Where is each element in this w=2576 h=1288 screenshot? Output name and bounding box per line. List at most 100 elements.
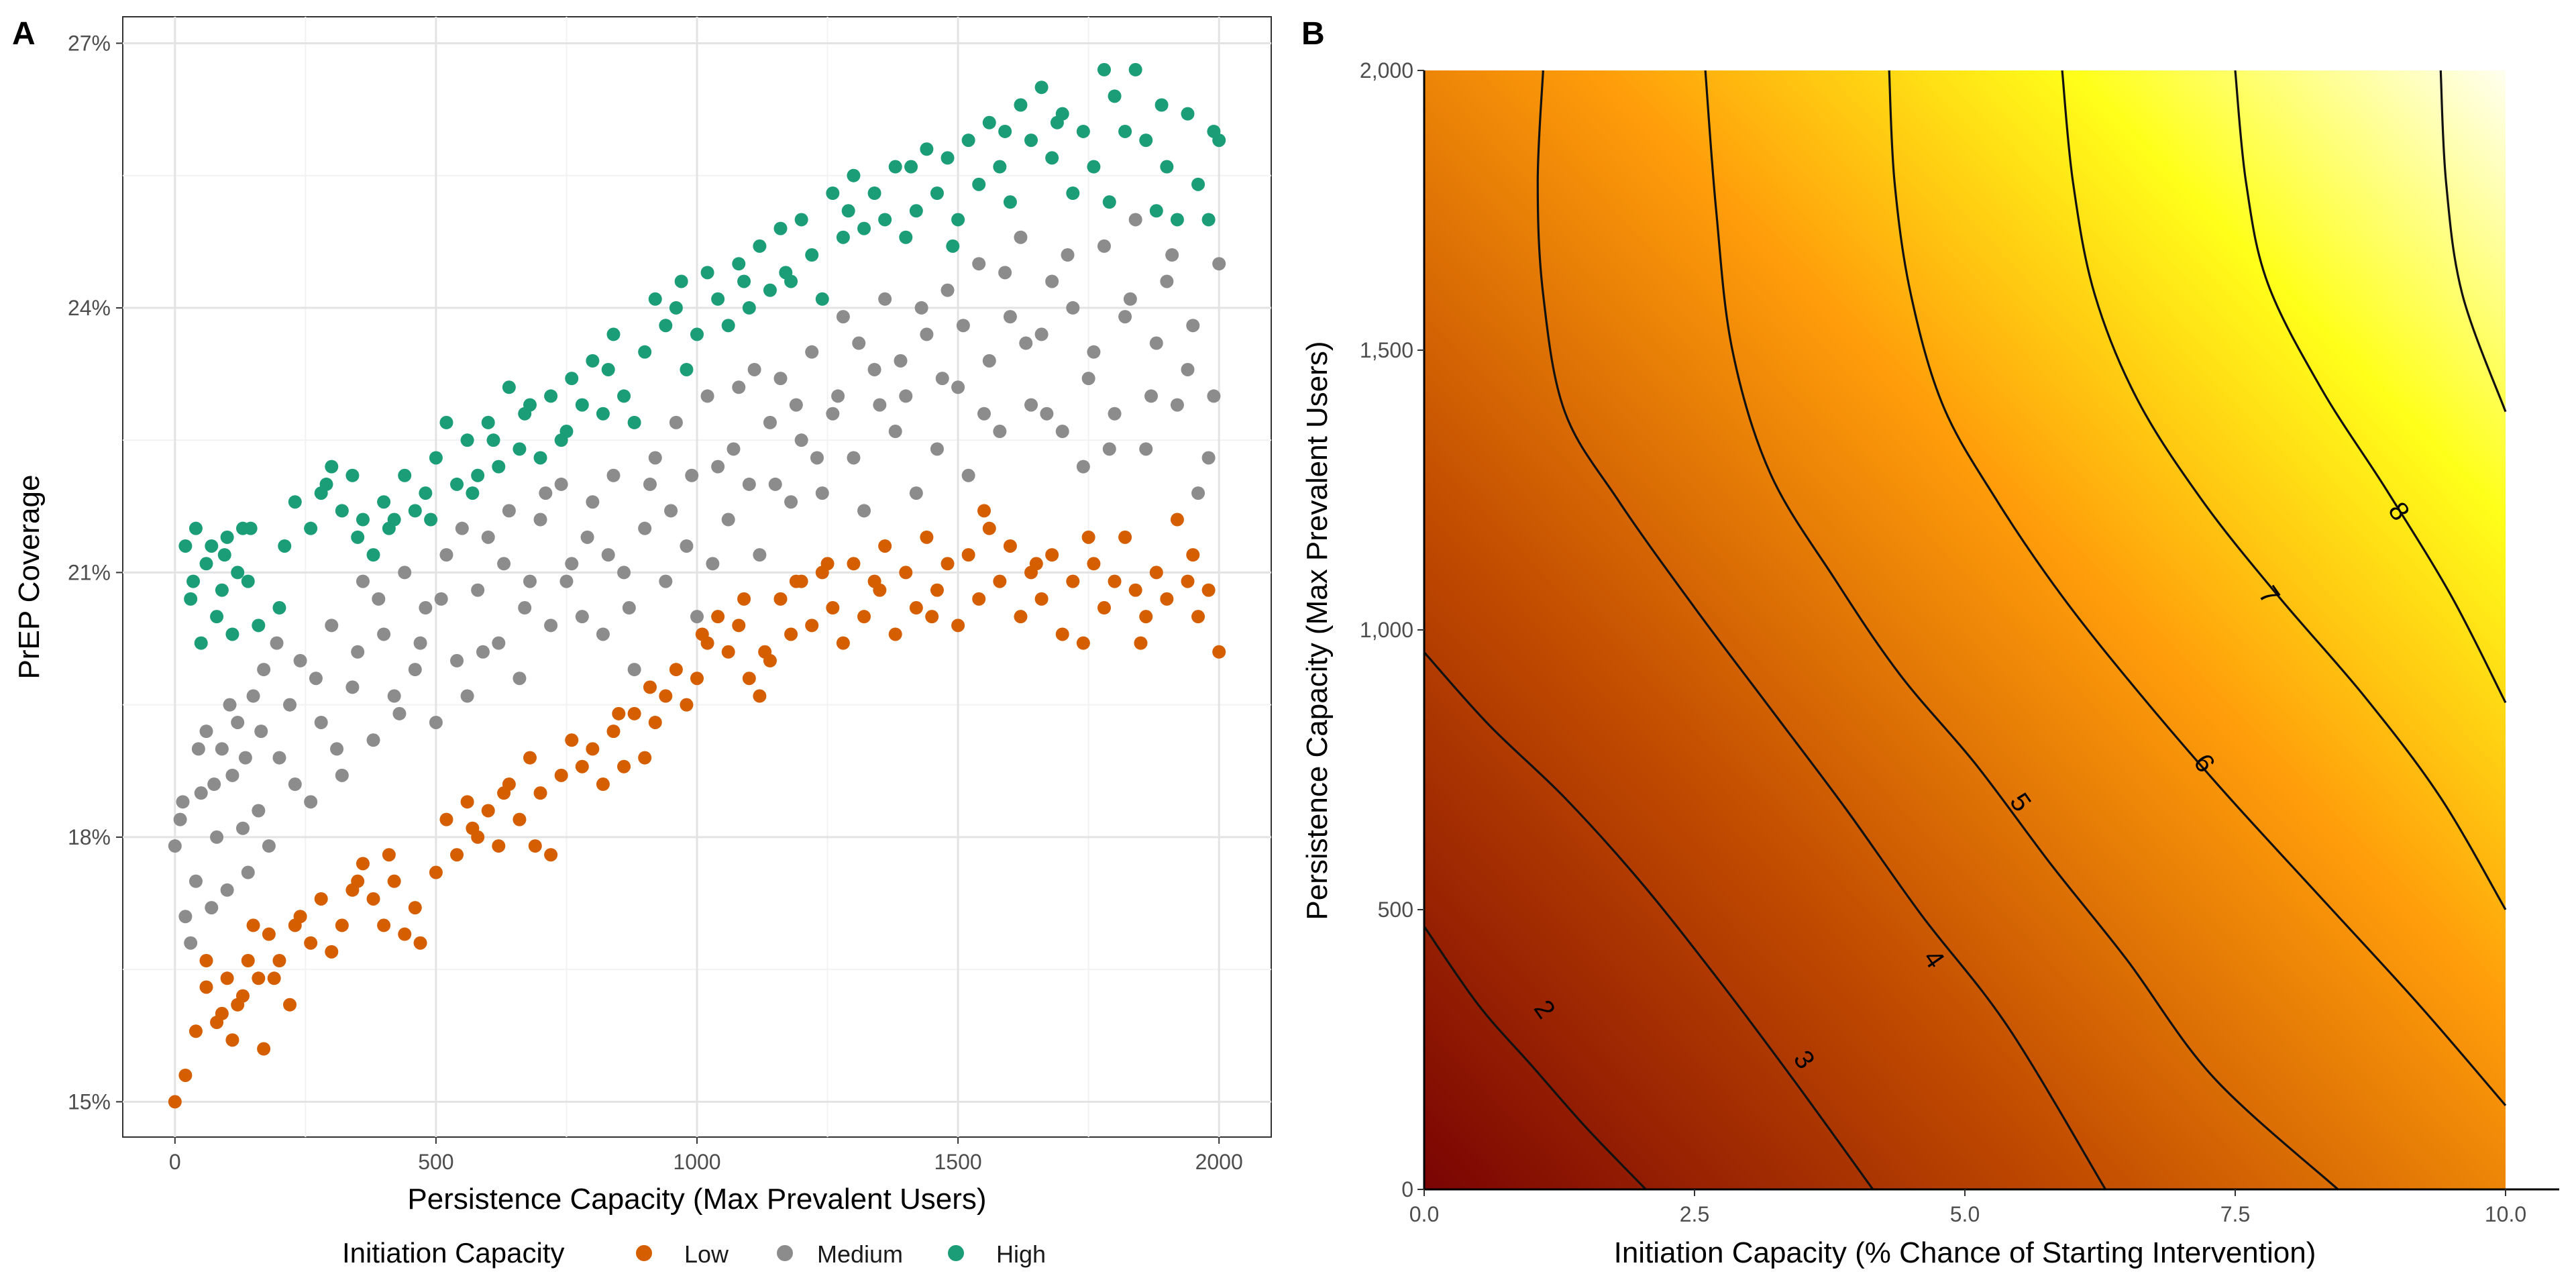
panel-b-y-axis: 0 500 1,000 1,500 2,000 <box>1360 58 1424 1201</box>
data-point-medium <box>1139 442 1153 456</box>
y-tick-label: 21% <box>68 560 111 584</box>
data-point-high <box>1014 98 1028 112</box>
data-point-high <box>1139 133 1153 148</box>
data-point-high <box>471 468 485 482</box>
panel-b-y-axis-label: Persistence Capacity (Max Prevalent User… <box>1301 341 1334 920</box>
data-point-high <box>533 451 547 465</box>
data-point-high <box>972 177 986 191</box>
data-point-medium <box>1040 407 1054 421</box>
data-point-medium <box>941 283 955 297</box>
data-point-medium <box>1186 319 1200 333</box>
data-point-medium <box>638 521 652 535</box>
data-point-medium <box>768 477 782 491</box>
data-point-medium <box>852 336 866 350</box>
data-point-medium <box>789 398 803 412</box>
data-point-medium <box>194 786 208 800</box>
x-tick-label: 1000 <box>673 1150 720 1174</box>
data-point-medium <box>909 486 923 500</box>
data-point-high <box>217 548 231 562</box>
data-point-low <box>1003 539 1017 553</box>
data-point-medium <box>1212 257 1226 271</box>
data-point-medium <box>413 636 427 650</box>
data-point-medium <box>330 742 344 756</box>
data-point-high <box>753 239 767 253</box>
data-point-high <box>674 274 688 288</box>
data-point-low <box>758 645 772 659</box>
data-point-high <box>1128 62 1142 76</box>
data-point-medium <box>539 486 553 500</box>
panel-a-y-axis: 15% 18% 21% 24% 27% <box>68 31 123 1114</box>
data-point-medium <box>606 468 621 482</box>
data-point-high <box>836 230 850 244</box>
data-point-high <box>794 213 808 227</box>
data-point-low <box>977 504 991 518</box>
data-point-high <box>335 504 349 518</box>
data-point-medium <box>471 583 485 597</box>
data-point-high <box>737 274 751 288</box>
data-point-medium <box>596 627 610 641</box>
data-point-medium <box>434 592 448 606</box>
data-point-medium <box>601 548 615 562</box>
data-point-medium <box>533 513 547 527</box>
data-point-high <box>1108 89 1122 103</box>
data-point-medium <box>518 601 532 615</box>
data-point-medium <box>643 477 657 491</box>
data-point-low <box>737 592 751 606</box>
data-point-low <box>235 989 250 1003</box>
data-point-high <box>1024 133 1038 148</box>
data-point-medium <box>241 865 255 879</box>
data-point-medium <box>335 768 349 782</box>
data-point-high <box>742 301 756 315</box>
data-point-medium <box>648 451 662 465</box>
data-point-low <box>366 892 380 906</box>
x-tick-label: 2000 <box>1195 1150 1243 1174</box>
x-tick-label: 0.0 <box>1409 1202 1439 1226</box>
data-point-high <box>244 521 258 535</box>
data-point-medium <box>1097 239 1111 253</box>
data-point-low <box>351 874 365 888</box>
data-point-low <box>288 918 302 932</box>
data-point-medium <box>450 653 464 667</box>
data-point-low <box>533 786 547 800</box>
data-point-high <box>502 380 516 394</box>
legend-entry-low: Low <box>684 1240 729 1268</box>
contour-line-4 <box>1536 70 2106 1190</box>
data-point-low <box>878 539 892 553</box>
data-point-medium <box>867 362 881 376</box>
data-point-medium <box>173 812 187 826</box>
data-point-medium <box>270 636 284 650</box>
data-point-high <box>398 468 412 482</box>
data-point-low <box>272 954 286 968</box>
data-point-low <box>1108 574 1122 588</box>
data-point-low <box>528 839 542 853</box>
data-point-medium <box>272 751 286 765</box>
data-point-low <box>257 1042 271 1056</box>
data-point-medium <box>199 724 213 739</box>
y-tick-label: 0 <box>1401 1177 1413 1201</box>
contour-line-9 <box>2439 70 2507 413</box>
data-point-medium <box>920 327 934 341</box>
data-point-low <box>460 795 474 809</box>
data-point-medium <box>565 557 579 571</box>
data-point-medium <box>1003 310 1017 324</box>
data-point-high <box>518 407 532 421</box>
data-point-medium <box>215 742 229 756</box>
data-point-high <box>805 248 819 262</box>
data-point-medium <box>207 777 221 792</box>
data-point-high <box>215 583 229 597</box>
data-point-medium <box>747 362 761 376</box>
data-point-low <box>789 574 803 588</box>
data-point-high <box>888 160 902 174</box>
data-point-medium <box>680 539 694 553</box>
data-point-low <box>199 980 213 994</box>
data-point-medium <box>627 663 641 677</box>
data-point-medium <box>951 380 965 394</box>
data-point-low <box>387 874 401 888</box>
series-medium <box>168 213 1226 950</box>
series-high <box>178 62 1226 650</box>
data-point-low <box>1134 636 1148 650</box>
data-point-medium <box>993 425 1007 439</box>
data-point-medium <box>1061 248 1075 262</box>
legend-swatch-high <box>948 1245 964 1261</box>
data-point-medium <box>805 345 819 359</box>
